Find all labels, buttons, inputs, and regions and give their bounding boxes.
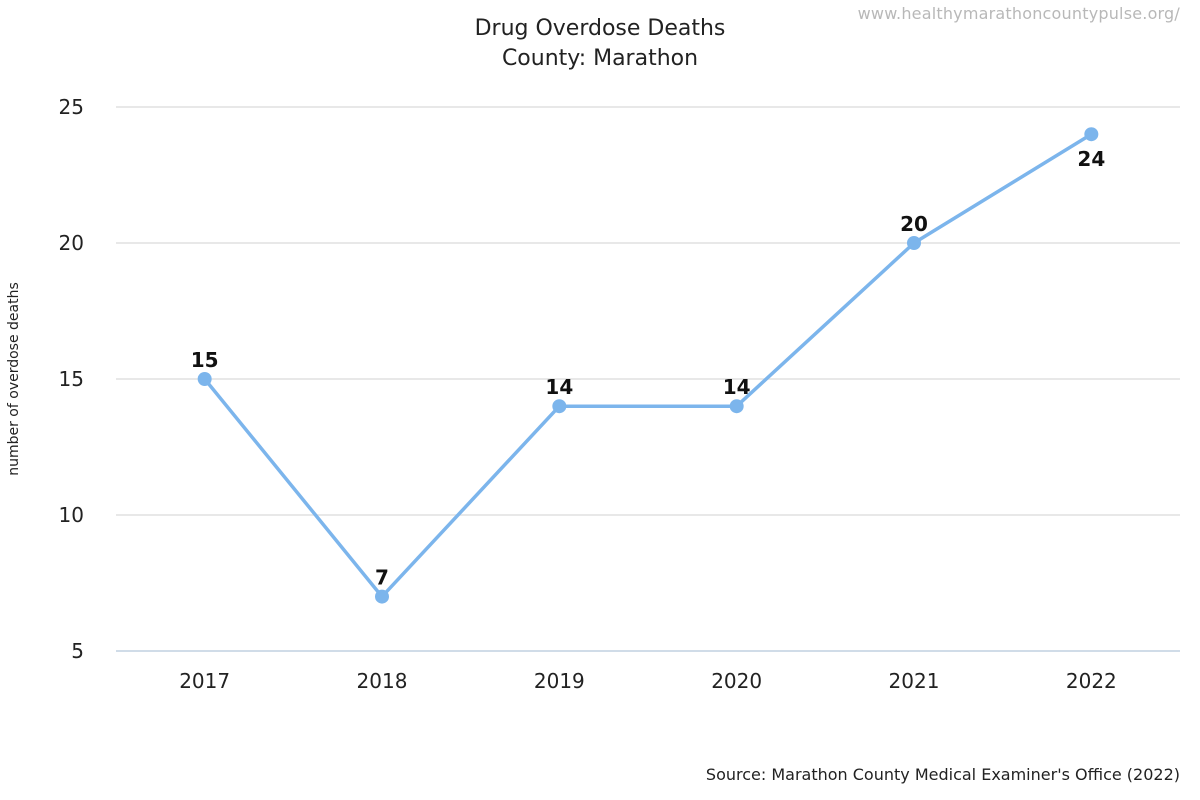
data-point[interactable] xyxy=(729,399,744,414)
x-tick-label: 2017 xyxy=(179,669,230,693)
x-tick-label: 2018 xyxy=(357,669,408,693)
chart-subtitle: County: Marathon xyxy=(501,46,699,71)
data-label: 24 xyxy=(1077,147,1105,171)
y-tick-label: 5 xyxy=(71,639,84,663)
y-tick-label: 15 xyxy=(59,367,84,391)
series-layer xyxy=(197,127,1099,604)
data-point[interactable] xyxy=(1084,127,1099,142)
y-tick-label: 10 xyxy=(59,503,84,527)
x-tick-label: 2021 xyxy=(889,669,940,693)
x-tick-label: 2020 xyxy=(711,669,762,693)
series-line xyxy=(202,132,1094,599)
chart-title: Drug Overdose Deaths xyxy=(474,16,726,41)
data-point[interactable] xyxy=(907,236,921,250)
data-point[interactable] xyxy=(552,399,567,414)
data-point[interactable] xyxy=(197,372,212,386)
gridlines xyxy=(116,106,1180,516)
x-tick-label: 2019 xyxy=(534,669,585,693)
axes: 5 10 15 20 25 2017 2018 2019 2020 2021 2022 xyxy=(59,95,1180,693)
data-label: 7 xyxy=(375,566,389,590)
data-label: 15 xyxy=(191,348,219,372)
data-label: 14 xyxy=(545,375,573,399)
source-note: Source: Marathon County Medical Examiner… xyxy=(705,765,1180,784)
data-point[interactable] xyxy=(375,589,389,604)
data-label: 14 xyxy=(723,375,751,399)
y-tick-label: 20 xyxy=(59,231,84,255)
data-label: 20 xyxy=(900,212,928,236)
watermark-url[interactable]: www.healthymarathoncountypulse.org/ xyxy=(857,4,1180,23)
y-axis-label: number of overdose deaths xyxy=(6,282,22,476)
data-labels: 15 7 14 14 20 24 xyxy=(191,147,1106,589)
x-tick-label: 2022 xyxy=(1066,669,1117,693)
chart-title-block: Drug Overdose Deaths County: Marathon xyxy=(0,14,1200,74)
y-tick-label: 25 xyxy=(59,95,84,119)
